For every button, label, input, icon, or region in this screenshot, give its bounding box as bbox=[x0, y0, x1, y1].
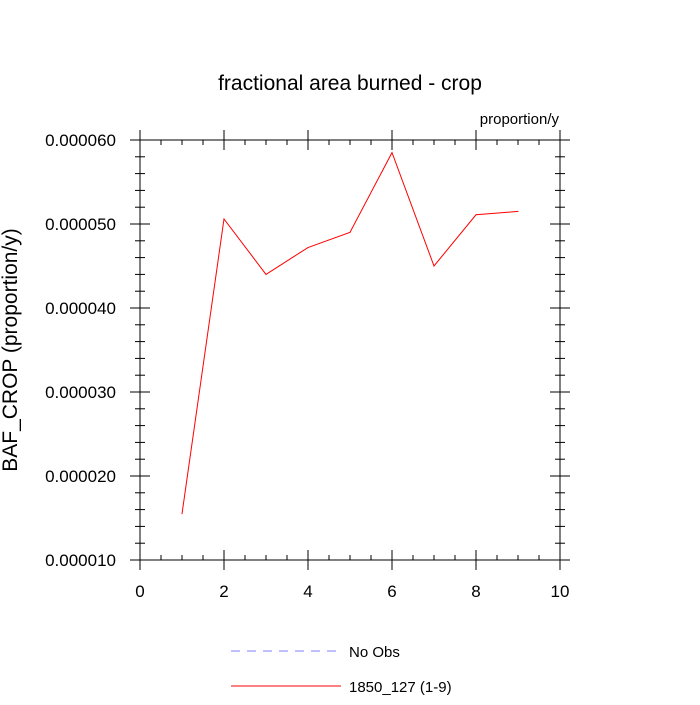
data-point bbox=[181, 513, 183, 515]
data-point bbox=[349, 231, 351, 233]
series-group bbox=[181, 151, 519, 515]
x-tick-label: 6 bbox=[387, 582, 396, 601]
y-tick-label: 0.000050 bbox=[45, 215, 116, 234]
x-tick-label: 10 bbox=[551, 582, 570, 601]
axes: 0 2 4 6 8 10 0.000010 0.000020 0.000030 0.000040 0… bbox=[45, 130, 570, 601]
legend: No Obs 1850_127 (1-9) bbox=[231, 644, 452, 696]
data-point bbox=[517, 210, 519, 212]
y-tick-label: 0.000030 bbox=[45, 383, 116, 402]
units-label: proportion/y bbox=[480, 111, 560, 128]
x-tick-label: 8 bbox=[471, 582, 480, 601]
y-tick-label: 0.000020 bbox=[45, 467, 116, 486]
x-tick-label: 0 bbox=[135, 582, 144, 601]
legend-entry-label: No Obs bbox=[349, 644, 400, 661]
chart-title: fractional area burned - crop bbox=[218, 72, 482, 95]
data-point bbox=[433, 265, 435, 267]
y-tick-label: 0.000060 bbox=[45, 131, 116, 150]
x-tick-label: 4 bbox=[303, 582, 312, 601]
data-point bbox=[307, 247, 309, 249]
data-point bbox=[391, 152, 393, 154]
x-tick-label: 2 bbox=[219, 582, 228, 601]
plot-frame bbox=[139, 139, 561, 561]
series-line bbox=[181, 151, 519, 514]
legend-entry-label: 1850_127 (1-9) bbox=[349, 679, 452, 696]
y-axis-label: BAF_CROP (proportion/y) bbox=[0, 228, 22, 472]
y-tick-label: 0.000010 bbox=[45, 551, 116, 570]
y-tick-label: 0.000040 bbox=[45, 299, 116, 318]
data-point bbox=[223, 218, 225, 220]
data-point bbox=[475, 214, 477, 216]
data-point bbox=[265, 273, 267, 275]
